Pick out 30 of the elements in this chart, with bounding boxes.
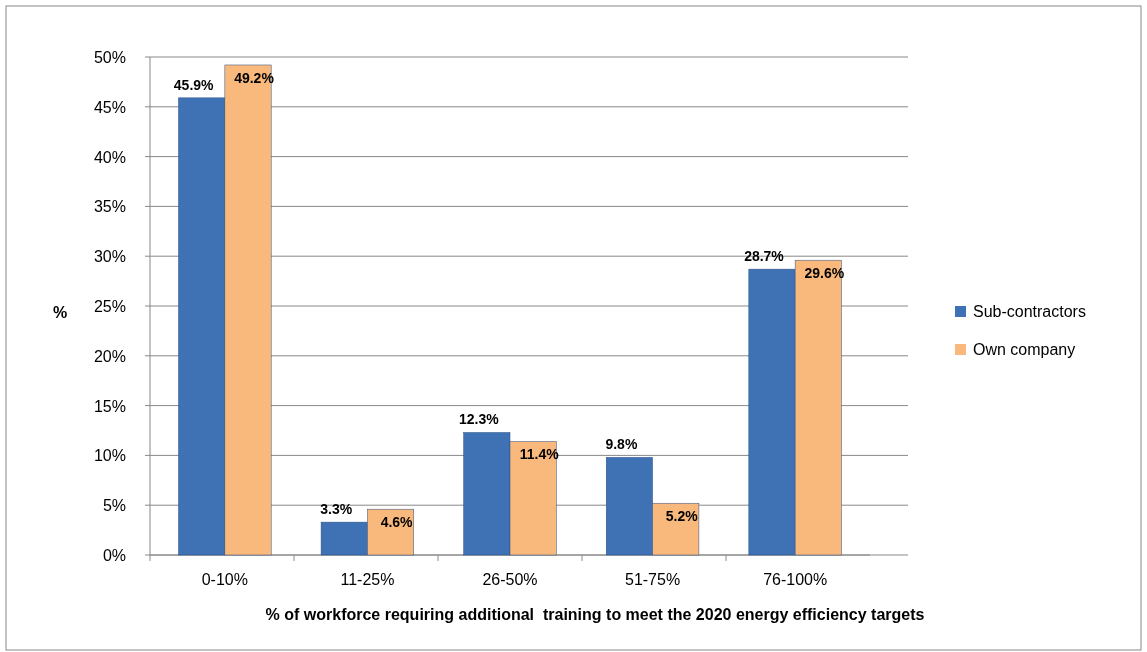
y-tick-label: 10% xyxy=(93,447,126,465)
y-axis-title: % xyxy=(52,304,68,321)
data-label: 49.2% xyxy=(234,69,275,86)
y-tick-label: 50% xyxy=(93,49,126,66)
y-tick-label: 35% xyxy=(93,198,126,216)
data-label: 29.6% xyxy=(804,265,845,282)
x-tick-label: 11-25% xyxy=(340,571,395,588)
data-label: 45.9% xyxy=(173,76,215,93)
y-tick-label: 0% xyxy=(102,547,126,564)
y-tick-label: 5% xyxy=(102,497,126,515)
y-tick-label: 40% xyxy=(93,148,126,166)
y-tick-label: 20% xyxy=(93,347,126,365)
y-tick-label: 30% xyxy=(93,248,126,266)
data-label: 3.3% xyxy=(320,501,353,518)
legend-label: Sub-contractors xyxy=(973,303,1086,320)
data-label: 11.4% xyxy=(519,446,560,463)
legend-label: Own company xyxy=(973,341,1076,358)
x-tick-label: 51-75% xyxy=(625,571,681,588)
data-label: 28.7% xyxy=(744,248,785,265)
data-label: 9.8% xyxy=(605,436,638,453)
y-tick-label: 45% xyxy=(93,98,126,116)
y-tick-label: 15% xyxy=(93,397,126,415)
x-tick-label: 26-50% xyxy=(482,571,538,588)
data-label: 5.2% xyxy=(665,508,699,525)
data-label: 4.6% xyxy=(380,514,414,531)
x-tick-label: 0-10% xyxy=(201,571,248,588)
x-tick-label: 76-100% xyxy=(763,571,828,588)
x-axis-title: % of workforce requiring additional training to meet the 2020 energy efficiency targets xyxy=(265,606,925,623)
y-tick-label: 25% xyxy=(93,298,126,315)
data-label: 12.3% xyxy=(458,411,500,428)
